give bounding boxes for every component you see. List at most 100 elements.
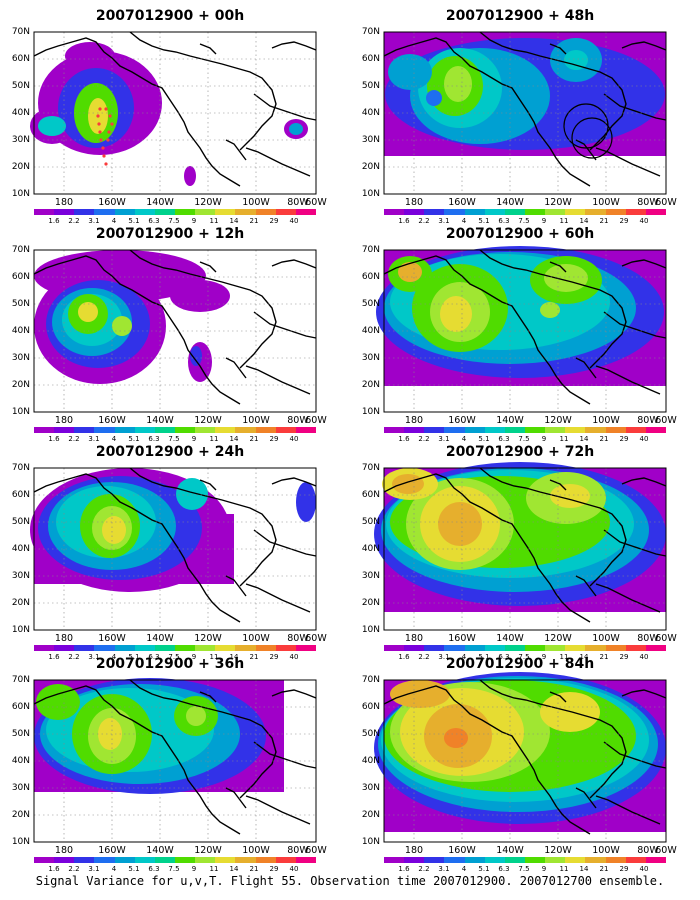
lat-label: 10N (361, 625, 380, 635)
colorbar-label: 11 (209, 653, 219, 661)
colorbar-swatch (605, 857, 626, 863)
lon-label: 140W (496, 845, 524, 856)
lat-label: 70N (361, 675, 380, 685)
colorbar-swatch (384, 645, 405, 651)
map-panel-72h: 2007012900 + 72h (350, 444, 690, 666)
panel-title: 2007012900 + 60h (445, 226, 595, 242)
colorbar-label: 14 (579, 217, 589, 225)
colorbar-label: 29 (619, 435, 629, 443)
colorbar-label: 7.5 (518, 865, 530, 873)
colorbar-swatch (134, 857, 155, 863)
colorbar-label: 6.3 (498, 435, 510, 443)
colorbar-label: 40 (289, 217, 299, 225)
colorbar-swatch (54, 645, 75, 651)
lat-label: 50N (361, 729, 380, 739)
colorbar-swatch (174, 427, 196, 433)
lon-label: 100W (592, 845, 620, 856)
colorbar-label: 9 (191, 435, 197, 443)
colorbar-swatch (74, 645, 95, 651)
colorbar-swatch (34, 857, 55, 863)
lat-label: 50N (11, 517, 30, 527)
lat-label: 10N (361, 837, 380, 847)
lon-label: 180 (54, 415, 74, 426)
lat-label: 40N (361, 544, 380, 554)
lat-label: 30N (361, 783, 380, 793)
lat-label: 20N (11, 162, 30, 172)
lon-label: 60W (305, 845, 327, 856)
colorbar-swatch (275, 857, 296, 863)
lat-label: 50N (11, 81, 30, 91)
colorbar-label: 5.1 (478, 653, 490, 661)
colorbar-label: 7.5 (168, 217, 180, 225)
lat-label: 10N (11, 189, 30, 199)
lon-label: 180 (54, 845, 74, 856)
colorbar-swatch (545, 427, 566, 433)
lat-label: 50N (361, 299, 380, 309)
colorbar-swatch (585, 645, 606, 651)
colorbar-label: 29 (269, 865, 279, 873)
colorbar (34, 857, 316, 863)
colorbar-label: 6.3 (148, 435, 160, 443)
colorbar-swatch (605, 427, 626, 433)
lon-label: 160W (448, 197, 476, 208)
circle-markers (563, 103, 613, 159)
colorbar-label: 21 (599, 217, 609, 225)
lat-label: 50N (361, 81, 380, 91)
lon-label: 80W (287, 633, 309, 644)
colorbar-label: 21 (599, 653, 609, 661)
colorbar-label: 21 (249, 217, 259, 225)
map-panel-00h: 2007012900 + 00h (0, 8, 340, 230)
map-panel-84h: 2007012900 + 84h (350, 656, 690, 878)
colorbar-label: 2.2 (68, 435, 80, 443)
colorbar-label: 3.1 (438, 435, 450, 443)
colorbar-label: 5.1 (478, 865, 490, 873)
colorbar-swatch (484, 427, 505, 433)
colorbar-label: 9 (541, 653, 547, 661)
colorbar-label: 3.1 (88, 435, 100, 443)
lat-label: 70N (11, 675, 30, 685)
colorbar-swatch (545, 209, 566, 215)
colorbar-label: 21 (599, 865, 609, 873)
lon-label: 140W (496, 415, 524, 426)
colorbar-label: 29 (269, 217, 279, 225)
lat-label: 10N (11, 625, 30, 635)
variance-field (30, 42, 308, 186)
colorbar-label: 11 (559, 653, 569, 661)
colorbar-label: 11 (559, 217, 569, 225)
lon-label: 160W (448, 415, 476, 426)
lat-label: 70N (11, 27, 30, 37)
lon-label: 60W (305, 633, 327, 644)
lon-label: 60W (305, 197, 327, 208)
gridlines (384, 468, 666, 630)
variance-map (376, 246, 667, 413)
lon-label: 140W (496, 197, 524, 208)
lon-label: 120W (194, 415, 222, 426)
lon-label: 100W (592, 633, 620, 644)
lat-label: 30N (361, 353, 380, 363)
colorbar-swatch (645, 645, 666, 651)
colorbar-swatch (504, 427, 525, 433)
colorbar-label: 21 (599, 435, 609, 443)
colorbar-label: 4 (111, 865, 117, 873)
colorbar-swatch (94, 209, 115, 215)
colorbar-swatch (625, 209, 646, 215)
colorbar-label: 2.2 (418, 653, 430, 661)
variance-map (374, 672, 667, 843)
lon-label: 60W (655, 845, 677, 856)
variance-map (30, 467, 317, 631)
colorbar-swatch (545, 857, 566, 863)
colorbar-label: 14 (579, 435, 589, 443)
gridlines (384, 680, 666, 842)
colorbar (384, 209, 666, 215)
colorbar-swatch (585, 209, 606, 215)
variance-field (384, 32, 666, 156)
colorbar-swatch (424, 645, 445, 651)
lat-label: 50N (11, 299, 30, 309)
colorbar-label: 4 (461, 217, 467, 225)
colorbar-swatch (235, 645, 256, 651)
lat-label: 60N (11, 702, 30, 712)
colorbar-swatch (255, 645, 276, 651)
lat-label: 20N (11, 380, 30, 390)
lat-label: 40N (11, 108, 30, 118)
colorbar-label: 3.1 (438, 865, 450, 873)
